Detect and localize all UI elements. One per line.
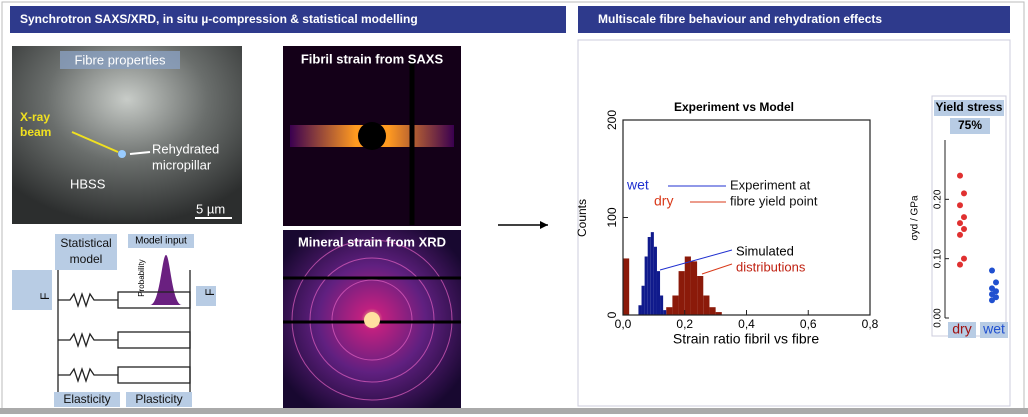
x-tick-label: 0,4 — [738, 317, 755, 331]
point — [961, 226, 967, 232]
hist-bar — [660, 296, 663, 316]
y-tick-label: 100 — [605, 207, 619, 227]
y-tick-label: 200 — [605, 110, 619, 130]
hist-bar — [657, 271, 660, 315]
y-tick-label: 0.10 — [933, 248, 944, 268]
fibre-title: Fibre properties — [74, 52, 166, 67]
hist-bar — [679, 271, 685, 315]
hist-bar — [691, 261, 697, 315]
hist-bar — [638, 305, 641, 315]
x-tick-label: 0,6 — [800, 317, 817, 331]
hist-bar — [697, 276, 703, 315]
y-tick-label: 0 — [605, 311, 619, 318]
point — [993, 279, 999, 285]
y-tick-label: 0.20 — [933, 189, 944, 209]
hist-bar — [666, 307, 672, 315]
point — [961, 214, 967, 220]
x-tick-label: 0,2 — [676, 317, 693, 331]
category-label: wet — [982, 321, 1005, 337]
pillar-label: Rehydrated — [152, 141, 219, 156]
yield-title: Yield stress — [936, 100, 1003, 114]
hist-bar — [651, 232, 654, 315]
pillar-label: micropillar — [152, 157, 212, 172]
yield-axis-label: σyd / GPa — [910, 195, 921, 241]
model-title: Statistical — [60, 236, 111, 250]
xrd-title: Mineral strain from XRD — [298, 234, 446, 249]
series-label: dry — [654, 193, 673, 209]
simulated-label: Simulated — [736, 243, 794, 258]
beam-label: beam — [20, 125, 51, 139]
force-label: F — [203, 289, 217, 296]
point — [957, 262, 963, 268]
point — [989, 268, 995, 274]
probability-label: Probability — [137, 259, 146, 296]
plate — [12, 270, 52, 310]
beamstop — [358, 122, 386, 150]
plasticity-label: Plasticity — [135, 392, 182, 406]
category-label: dry — [952, 321, 971, 337]
hist-bar — [703, 296, 709, 316]
hist-title: Experiment vs Model — [674, 100, 794, 114]
header-left: Synchrotron SAXS/XRD, in situ µ-compress… — [20, 12, 418, 26]
point — [957, 173, 963, 179]
bottom-bar — [0, 408, 1028, 414]
series-label: wet — [626, 177, 649, 193]
y-tick-label: 0.00 — [933, 308, 944, 328]
point — [957, 202, 963, 208]
hist-bar — [663, 310, 666, 315]
medium-label: HBSS — [70, 176, 106, 191]
header-right: Multiscale fibre behaviour and rehydrati… — [598, 12, 882, 26]
experiment-label: fibre yield point — [730, 193, 818, 208]
model-input: Model input — [135, 236, 187, 247]
xrd-centre — [364, 312, 380, 328]
beam-label: X-ray — [20, 110, 50, 124]
point — [957, 232, 963, 238]
x-axis-label: Strain ratio fibril vs fibre — [673, 331, 819, 347]
x-tick-label: 0,8 — [862, 317, 879, 331]
yield-percent: 75% — [958, 118, 982, 132]
force-label: F — [38, 293, 52, 300]
pillar — [118, 150, 126, 158]
point — [957, 220, 963, 226]
hist-bar — [654, 247, 657, 315]
figure: Synchrotron SAXS/XRD, in situ µ-compress… — [0, 0, 1028, 417]
point — [961, 256, 967, 262]
y-axis-label: Counts — [575, 199, 589, 237]
point — [989, 297, 995, 303]
experiment-label: Experiment at — [730, 177, 811, 192]
hist-bar — [645, 257, 648, 316]
scale-label: 5 µm — [196, 201, 225, 216]
hist-bar — [672, 296, 678, 316]
point — [961, 190, 967, 196]
hist-bar — [648, 237, 651, 315]
simulated-label: distributions — [736, 259, 806, 274]
hist-bar — [642, 286, 645, 315]
elasticity-label: Elasticity — [63, 392, 110, 406]
hist-bar — [685, 257, 691, 316]
model-title: model — [70, 252, 103, 266]
hist-bar — [623, 258, 629, 315]
saxs-title: Fibril strain from SAXS — [301, 51, 444, 66]
hist-bar — [709, 307, 715, 315]
